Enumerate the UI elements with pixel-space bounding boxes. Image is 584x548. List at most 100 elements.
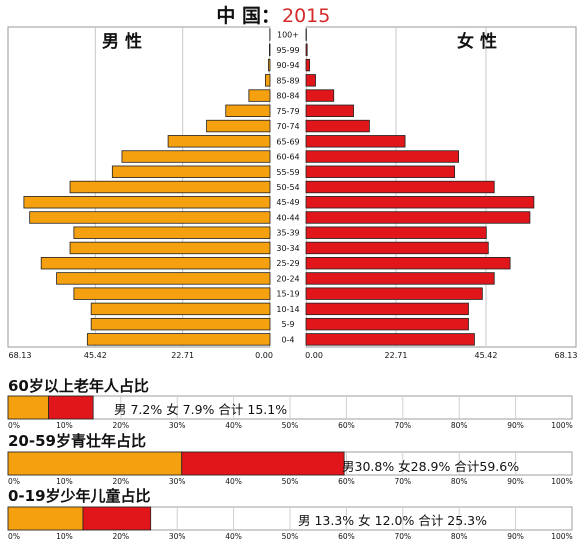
male-bar <box>90 302 271 316</box>
working-age-tick-label: 100% <box>551 477 572 486</box>
female-bar <box>305 104 354 118</box>
age-group-label: 50-54 <box>276 183 299 192</box>
age-group-label: 10-14 <box>276 305 299 314</box>
female-bar <box>305 74 316 87</box>
age-group-label: 75-79 <box>276 107 299 116</box>
chart-title-year: 2015 <box>282 5 330 27</box>
age-group-label: 15-19 <box>276 290 299 299</box>
working-age-tick-label: 60% <box>338 477 355 486</box>
male-bar <box>90 317 271 331</box>
female-bar <box>305 150 459 163</box>
age-label-column <box>270 27 306 347</box>
male-bar <box>248 89 271 102</box>
youth-tick-label: 20% <box>112 532 129 541</box>
female-axis-tick-label: 68.13 <box>555 351 578 360</box>
elderly-bar-frame <box>7 395 573 420</box>
age-group-label: 45-49 <box>276 198 299 207</box>
female-axis-tick-label: 22.71 <box>385 351 408 360</box>
male-bar <box>225 104 271 118</box>
age-group-label: 80-84 <box>276 92 299 101</box>
age-group-label: 35-39 <box>276 229 299 238</box>
youth-tick-label: 50% <box>282 532 299 541</box>
age-group-label: 70-74 <box>276 122 299 131</box>
male-bar <box>23 196 271 209</box>
youth-share-label: 男 13.3% 女 12.0% 合计 25.3% <box>298 513 487 528</box>
male-axis-tick-label: 68.13 <box>9 351 32 360</box>
female-bar <box>305 43 308 57</box>
female-bar <box>305 196 535 209</box>
elderly-tick-label: 40% <box>225 421 242 430</box>
female-bar <box>305 272 495 285</box>
working-age-tick-label: 80% <box>451 477 468 486</box>
male-bar <box>206 119 271 133</box>
female-bar <box>305 89 335 102</box>
working-age-tick-label: 50% <box>282 477 299 486</box>
male-bar <box>268 58 271 72</box>
male-bar <box>264 74 271 87</box>
working-age-share-label: 男30.8% 女28.9% 合计59.6% <box>342 459 520 474</box>
female-bar <box>305 165 456 178</box>
male-bar <box>73 226 271 239</box>
elderly-tick-label: 20% <box>112 421 129 430</box>
age-group-label: 65-69 <box>276 137 299 146</box>
male-bar <box>86 333 271 346</box>
elderly-tick-label: 60% <box>338 421 355 430</box>
youth-tick-label: 100% <box>551 532 572 541</box>
male-bar <box>111 165 271 178</box>
male-bar <box>167 135 271 148</box>
youth-tick-label: 60% <box>338 532 355 541</box>
youth-tick-label: 90% <box>507 532 524 541</box>
elderly-tick-label: 0% <box>8 421 20 430</box>
female-bar <box>305 211 531 224</box>
age-group-label: 100+ <box>277 31 299 40</box>
female-bar <box>305 317 469 331</box>
female-label: 女 性 <box>457 31 497 52</box>
age-group-label: 85-89 <box>276 76 299 85</box>
youth-tick-label: 80% <box>451 532 468 541</box>
elderly-tick-label: 90% <box>507 421 524 430</box>
population-pyramid-chart: 中 国： 2015 0-4 5-9 10-14 15-19 20-24 25-29 30-3… <box>7 4 578 360</box>
female-bar <box>305 287 483 300</box>
elderly-share-title: 60岁以上老年人占比 <box>8 377 149 395</box>
elderly-female-bar <box>48 395 94 420</box>
male-bar <box>73 287 271 300</box>
elderly-tick-label: 100% <box>551 421 572 430</box>
male-bar <box>69 241 271 255</box>
working-age-female-bar <box>181 451 345 476</box>
female-axis-tick-label: 0.00 <box>305 351 323 360</box>
youth-tick-label: 30% <box>169 532 186 541</box>
chart-title-prefix: 中 国： <box>216 4 280 27</box>
female-bar <box>305 135 406 148</box>
working-age-tick-label: 70% <box>394 477 411 486</box>
working-age-tick-label: 30% <box>169 477 186 486</box>
youth-female-bar <box>82 506 152 531</box>
working-age-tick-label: 40% <box>225 477 242 486</box>
youth-tick-label: 10% <box>56 532 73 541</box>
working-age-share-title: 20-59岁青壮年占比 <box>8 432 146 450</box>
male-bar <box>29 211 271 224</box>
female-bar <box>305 180 495 194</box>
elderly-tick-label: 10% <box>56 421 73 430</box>
age-group-label: 40-44 <box>276 213 299 222</box>
female-bar <box>305 241 489 255</box>
youth-share-title: 0-19岁少年儿童占比 <box>8 487 151 505</box>
male-label: 男 性 <box>102 31 142 52</box>
male-axis-tick-label: 45.42 <box>84 351 107 360</box>
female-bar <box>305 333 475 346</box>
youth-tick-label: 40% <box>225 532 242 541</box>
male-bar <box>269 43 271 57</box>
age-group-label: 20-24 <box>276 274 299 283</box>
age-group-label: 30-34 <box>276 244 299 253</box>
youth-tick-label: 70% <box>394 532 411 541</box>
female-bar <box>305 119 370 133</box>
working-age-tick-label: 90% <box>507 477 524 486</box>
male-bar <box>121 150 271 163</box>
age-group-label: 55-59 <box>276 168 299 177</box>
elderly-tick-label: 80% <box>451 421 468 430</box>
age-group-label: 5-9 <box>281 320 294 329</box>
age-group-label: 60-64 <box>276 153 299 162</box>
female-axis-tick-label: 45.42 <box>475 351 498 360</box>
elderly-tick-label: 70% <box>394 421 411 430</box>
youth-bar-frame <box>7 506 573 531</box>
age-group-label: 25-29 <box>276 259 299 268</box>
